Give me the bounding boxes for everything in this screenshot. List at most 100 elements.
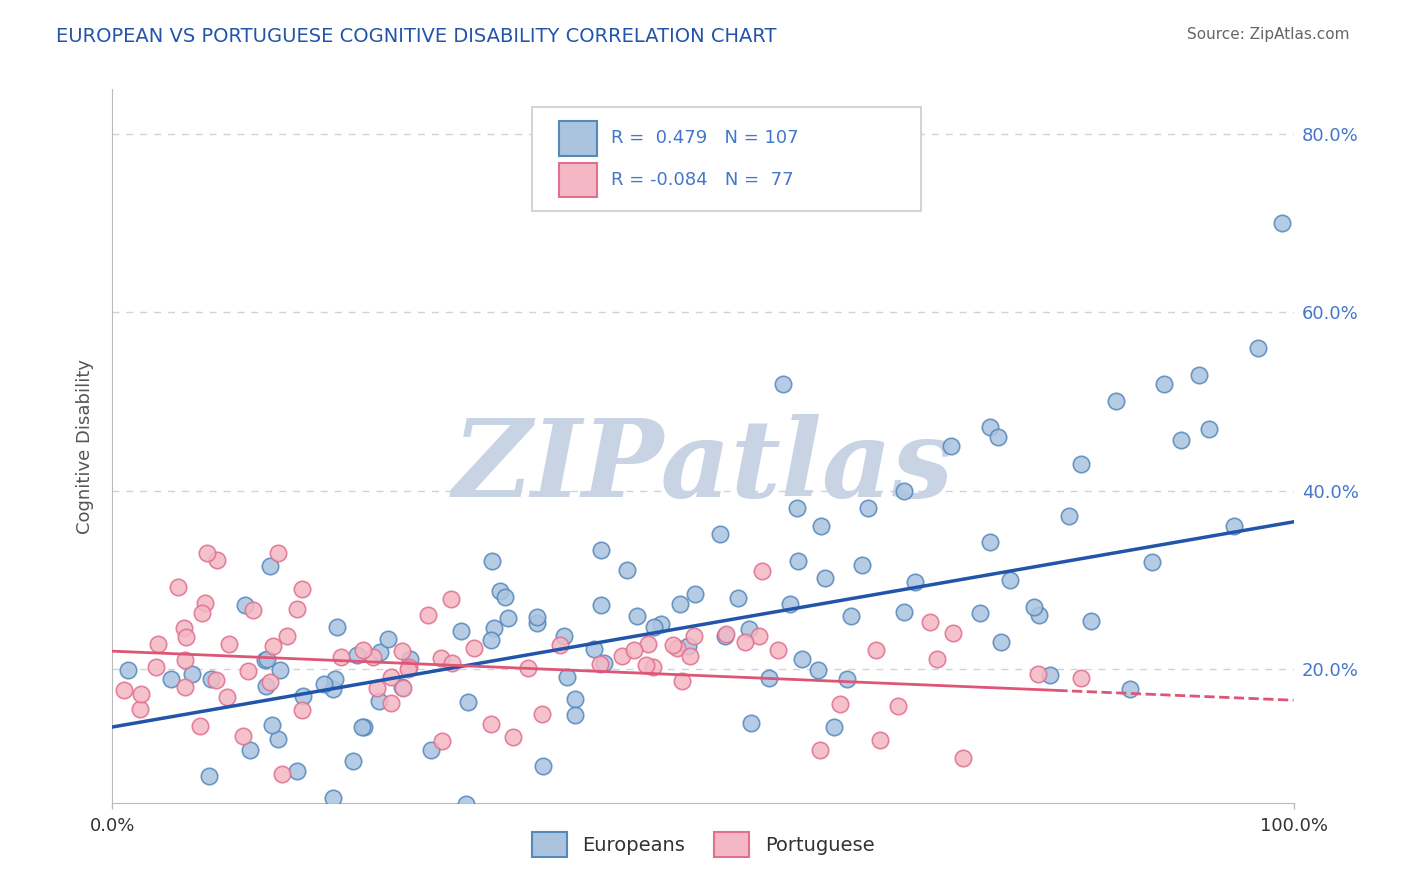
Point bbox=[641, 660, 664, 674]
Point bbox=[1080, 614, 1102, 628]
Point bbox=[548, 638, 571, 652]
Point bbox=[195, 546, 218, 560]
Point bbox=[1119, 681, 1142, 696]
Point bbox=[323, 672, 346, 686]
Point bbox=[176, 630, 198, 644]
Point bbox=[232, 729, 254, 743]
Point bbox=[238, 664, 260, 678]
Point bbox=[326, 620, 349, 634]
Point bbox=[368, 694, 391, 708]
Point bbox=[683, 630, 706, 644]
Point bbox=[592, 657, 614, 671]
Point bbox=[1198, 421, 1220, 435]
Point bbox=[233, 598, 256, 612]
Point bbox=[398, 660, 420, 674]
Point bbox=[392, 681, 415, 695]
Point bbox=[979, 419, 1001, 434]
Text: Source: ZipAtlas.com: Source: ZipAtlas.com bbox=[1187, 27, 1350, 42]
Point bbox=[979, 535, 1001, 549]
Point bbox=[666, 640, 689, 655]
Y-axis label: Cognitive Disability: Cognitive Disability bbox=[76, 359, 94, 533]
Point bbox=[440, 592, 463, 607]
Point bbox=[129, 702, 152, 716]
Legend: Europeans, Portuguese: Europeans, Portuguese bbox=[524, 824, 882, 864]
Point bbox=[851, 558, 873, 572]
Point bbox=[792, 652, 814, 666]
Point bbox=[1140, 555, 1163, 569]
Point bbox=[531, 758, 554, 772]
Point bbox=[740, 716, 762, 731]
Text: R = -0.084   N =  77: R = -0.084 N = 77 bbox=[610, 171, 793, 189]
Point bbox=[610, 648, 633, 663]
Point bbox=[772, 376, 794, 391]
Point bbox=[887, 699, 910, 714]
Point bbox=[553, 629, 575, 643]
Point bbox=[865, 643, 887, 657]
Point bbox=[893, 483, 915, 498]
Point bbox=[215, 690, 238, 705]
Point bbox=[810, 519, 832, 533]
Point bbox=[200, 672, 222, 686]
Point bbox=[269, 663, 291, 677]
Point bbox=[238, 743, 260, 757]
Point bbox=[1170, 434, 1192, 448]
Point bbox=[267, 546, 290, 560]
Point bbox=[839, 609, 862, 624]
Point bbox=[429, 651, 451, 665]
Point bbox=[623, 643, 645, 657]
Point bbox=[148, 637, 170, 651]
Point bbox=[626, 609, 648, 624]
Point bbox=[173, 621, 195, 635]
Point bbox=[893, 605, 915, 619]
Point bbox=[479, 632, 502, 647]
Point bbox=[391, 644, 413, 658]
Point bbox=[322, 790, 344, 805]
Point bbox=[1188, 368, 1211, 382]
Point bbox=[662, 638, 685, 652]
Point bbox=[291, 689, 314, 703]
Point bbox=[259, 559, 281, 574]
Point bbox=[806, 663, 828, 677]
Point bbox=[1028, 607, 1050, 622]
Point bbox=[531, 707, 554, 722]
Point bbox=[285, 764, 308, 778]
Text: R =  0.479   N = 107: R = 0.479 N = 107 bbox=[610, 129, 799, 147]
Text: EUROPEAN VS PORTUGUESE COGNITIVE DISABILITY CORRELATION CHART: EUROPEAN VS PORTUGUESE COGNITIVE DISABIL… bbox=[56, 27, 776, 45]
Point bbox=[174, 680, 197, 694]
Point bbox=[399, 651, 422, 665]
Point bbox=[215, 813, 238, 827]
Point bbox=[786, 501, 808, 516]
Point bbox=[683, 587, 706, 601]
Point bbox=[488, 584, 510, 599]
Point bbox=[942, 626, 965, 640]
Point bbox=[352, 642, 374, 657]
Point bbox=[582, 642, 605, 657]
Point bbox=[482, 621, 505, 635]
Point bbox=[188, 719, 211, 733]
Point bbox=[564, 691, 586, 706]
Point bbox=[814, 571, 837, 585]
Point bbox=[380, 696, 402, 710]
Point bbox=[205, 553, 228, 567]
Point bbox=[204, 673, 226, 687]
Point bbox=[260, 718, 283, 732]
Point bbox=[998, 573, 1021, 587]
Point bbox=[291, 582, 314, 596]
Point bbox=[636, 658, 658, 673]
Point bbox=[198, 769, 221, 783]
Point bbox=[969, 607, 991, 621]
Point bbox=[1247, 341, 1270, 355]
Point bbox=[346, 648, 368, 663]
Point bbox=[1026, 667, 1049, 681]
Point bbox=[555, 669, 578, 683]
Point bbox=[267, 731, 290, 746]
Point bbox=[481, 553, 503, 567]
Point bbox=[858, 501, 880, 516]
Point bbox=[440, 656, 463, 670]
Point bbox=[952, 751, 974, 765]
Point bbox=[494, 591, 516, 605]
Point bbox=[526, 615, 548, 630]
Point bbox=[173, 653, 195, 667]
Point bbox=[787, 554, 810, 568]
Point bbox=[671, 673, 693, 688]
